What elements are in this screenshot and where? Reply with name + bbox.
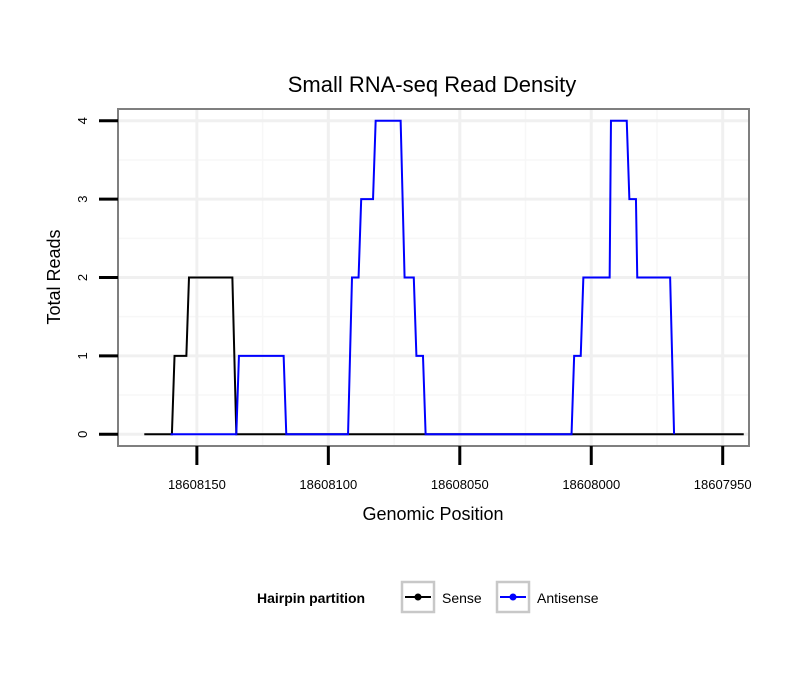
series-line-antisense — [170, 119, 676, 436]
legend-point-sense — [414, 593, 422, 601]
y-axis: 0 1 2 3 4 — [75, 117, 118, 438]
x-tick-label: 18608050 — [431, 477, 489, 492]
legend-label-antisense: Antisense — [537, 590, 599, 606]
legend-label-sense: Sense — [442, 590, 482, 606]
legend-point-antisense — [509, 593, 517, 601]
y-tick-label: 1 — [75, 352, 90, 359]
legend: Hairpin partition Sense Antisense — [257, 580, 599, 614]
y-tick-label: 0 — [75, 431, 90, 438]
legend-item-sense: Sense — [400, 580, 482, 614]
x-axis-title: Genomic Position — [362, 504, 503, 524]
legend-title: Hairpin partition — [257, 590, 365, 606]
x-tick-label: 18608100 — [299, 477, 357, 492]
x-axis: 18608150 18608100 18608050 18608000 18607950 — [168, 446, 752, 492]
chart-title: Small RNA-seq Read Density — [288, 72, 577, 97]
x-tick-label: 18608150 — [168, 477, 226, 492]
x-tick-label: 18607950 — [694, 477, 752, 492]
series-lines — [144, 119, 744, 436]
y-tick-label: 4 — [75, 117, 90, 124]
series-line-sense — [144, 276, 744, 436]
y-tick-label: 3 — [75, 196, 90, 203]
legend-item-antisense: Antisense — [495, 580, 599, 614]
y-tick-label: 2 — [75, 274, 90, 281]
x-tick-label: 18608000 — [562, 477, 620, 492]
y-axis-title: Total Reads — [44, 229, 64, 324]
